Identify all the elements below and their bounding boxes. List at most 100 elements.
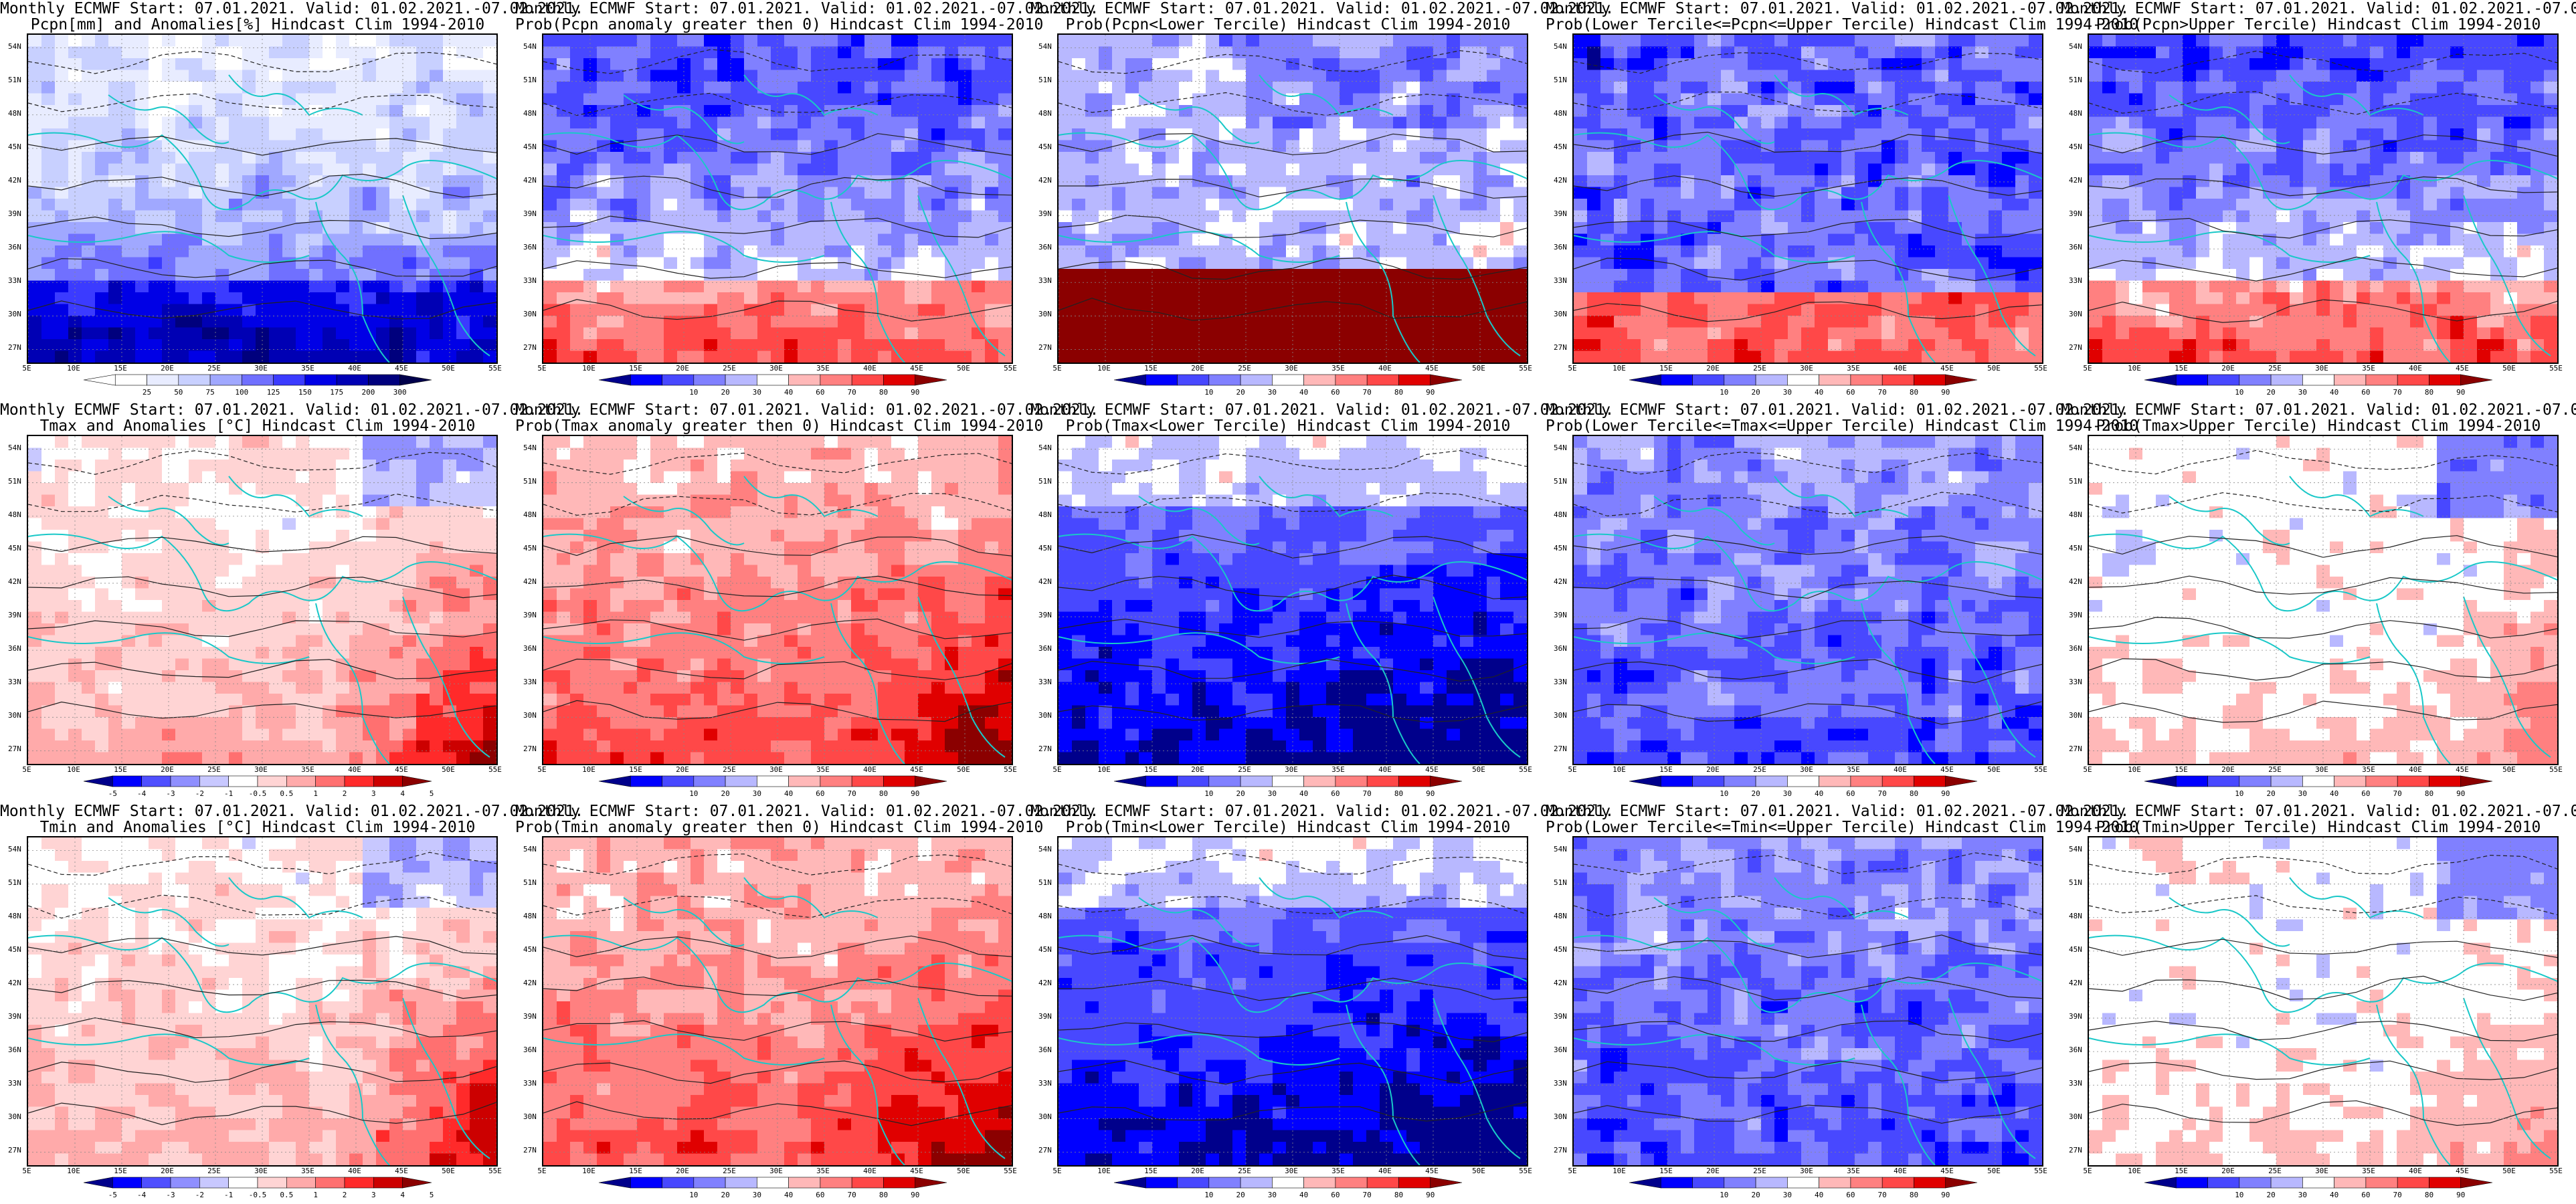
field-cell: [2423, 175, 2437, 188]
field-cell: [1286, 327, 1300, 340]
field-cell: [1975, 339, 1989, 352]
field-cell: [878, 70, 892, 82]
field-cell: [717, 116, 731, 129]
field-cell: [2531, 35, 2545, 47]
field-cell: [1286, 140, 1300, 153]
field-cell: [1962, 187, 1976, 199]
field-cell: [2316, 163, 2330, 176]
field-cell: [1420, 128, 1434, 141]
field-cell: [470, 350, 484, 363]
field-cell: [2236, 128, 2250, 141]
field-cell: [1614, 35, 1628, 47]
field-cell: [1908, 70, 1922, 82]
field-cell: [189, 269, 203, 282]
field-cell: [1125, 46, 1139, 59]
contour-line: [28, 93, 496, 112]
field-cell: [1219, 222, 1233, 235]
field-cell: [1748, 175, 1762, 188]
field-cell: [1721, 210, 1735, 223]
field-cell: [650, 163, 664, 176]
field-cell: [2015, 245, 2029, 258]
field-cell: [1815, 269, 1829, 282]
field-cell: [717, 257, 731, 270]
field-cell: [704, 292, 718, 305]
field-cell: [456, 58, 470, 71]
field-cell: [1059, 280, 1073, 293]
field-cell: [2531, 199, 2545, 211]
field-cell: [972, 222, 986, 235]
field-cell: [2450, 93, 2464, 106]
coastline: [108, 94, 229, 144]
longitude-label: 15E: [1144, 364, 1158, 373]
field-cell: [1975, 46, 1989, 59]
field-cell: [1667, 210, 1681, 223]
field-cell: [443, 327, 457, 340]
field-cell: [1259, 116, 1273, 129]
field-cell: [1828, 316, 1842, 328]
field-cell: [1152, 350, 1166, 363]
field-cell: [1112, 304, 1126, 316]
field-cell: [1139, 46, 1153, 59]
field-cell: [838, 187, 852, 199]
field-cell: [1614, 339, 1628, 352]
field-cell: [1694, 70, 1708, 82]
field-cell: [1788, 58, 1802, 71]
field-cell: [784, 304, 798, 316]
field-cell: [28, 269, 42, 282]
field-cell: [731, 116, 745, 129]
field-cell: [1447, 304, 1461, 316]
field-cell: [1748, 233, 1762, 246]
field-cell: [1473, 199, 1487, 211]
field-cell: [811, 350, 825, 363]
field-cell: [2303, 82, 2317, 94]
field-cell: [2129, 280, 2143, 293]
field-cell: [677, 163, 691, 176]
field-cell: [1059, 316, 1073, 328]
field-cell: [68, 292, 82, 305]
coastline: [917, 195, 1006, 357]
field-cell: [1828, 116, 1842, 129]
field-cell: [717, 35, 731, 47]
field-cell: [1855, 339, 1869, 352]
field-cell: [905, 105, 919, 118]
field-cell: [1627, 187, 1641, 199]
field-cell: [864, 327, 879, 340]
field-cell: [851, 222, 865, 235]
coastline: [1653, 94, 1775, 144]
field-cell: [1353, 175, 1367, 188]
field-cell: [1881, 280, 1896, 293]
field-cell: [1112, 105, 1126, 118]
field-cell: [624, 257, 638, 270]
field-cell: [891, 245, 905, 258]
field-cell: [1734, 292, 1748, 305]
field-cell: [95, 128, 109, 141]
field-cell: [2303, 128, 2317, 141]
field-cell: [108, 327, 122, 340]
field-cell: [2437, 222, 2451, 235]
field-cell: [175, 269, 189, 282]
field-cell: [122, 46, 136, 59]
field-cell: [1667, 140, 1681, 153]
field-cell: [323, 210, 337, 223]
field-cell: [403, 316, 417, 328]
field-cell: [918, 222, 932, 235]
field-cell: [1179, 210, 1193, 223]
field-cell: [570, 105, 584, 118]
field-cell: [122, 140, 136, 153]
field-cell: [1406, 140, 1420, 153]
field-cell: [1948, 152, 1962, 165]
contour-line: [1059, 133, 1527, 155]
field-cell: [1219, 175, 1233, 188]
field-cell: [1801, 327, 1815, 340]
field-cell: [1380, 152, 1394, 165]
field-cell: [1273, 116, 1287, 129]
field-cell: [2370, 152, 2384, 165]
field-cell: [650, 280, 664, 293]
field-cell: [637, 269, 651, 282]
field-cell: [1641, 327, 1655, 340]
field-cell: [2029, 187, 2042, 199]
field-cell: [757, 210, 771, 223]
field-cell: [1259, 93, 1273, 106]
field-cell: [972, 58, 986, 71]
field-cell: [1828, 233, 1842, 246]
